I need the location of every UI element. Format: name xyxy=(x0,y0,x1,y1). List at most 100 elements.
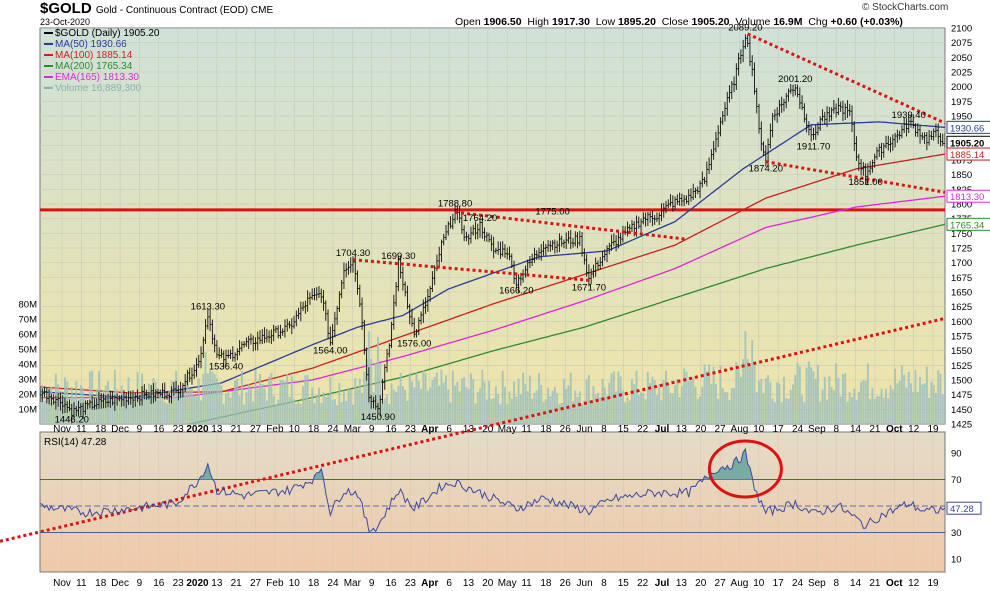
volume-bar xyxy=(433,376,436,424)
volume-bar xyxy=(855,399,858,424)
volume-bar xyxy=(939,373,942,424)
x-tick-label: 13 xyxy=(463,578,475,589)
volume-bar xyxy=(880,388,883,424)
volume-bar xyxy=(172,382,175,424)
volume-bar xyxy=(472,379,475,424)
volume-bar xyxy=(574,390,577,424)
volume-bar xyxy=(814,378,817,424)
volume-bar xyxy=(900,365,903,424)
volume-bar xyxy=(168,390,171,424)
x-tick-label: 11 xyxy=(521,578,532,589)
x-tick-label: May xyxy=(498,578,517,589)
y-tick-label: 1550 xyxy=(951,346,972,357)
price-annotation: 1911.70 xyxy=(797,141,831,152)
volume-bar xyxy=(331,400,334,424)
volume-bar xyxy=(318,387,320,424)
x-tick-label: Jul xyxy=(655,578,670,589)
volume-bar xyxy=(483,381,486,424)
volume-bar xyxy=(578,391,581,424)
volume-bar xyxy=(132,392,134,424)
y-tick-label: 1875 xyxy=(951,156,972,167)
rsi-panel xyxy=(39,431,946,573)
x-tick-label: Dec xyxy=(111,578,129,589)
volume-bar xyxy=(256,388,259,424)
volume-bar xyxy=(869,398,872,424)
price-annotation: 1764.20 xyxy=(463,213,497,224)
volume-bar xyxy=(914,370,917,424)
volume-bar xyxy=(796,362,799,424)
volume-bar xyxy=(569,372,572,424)
volume-bar xyxy=(925,366,928,424)
legend-text: Volume 16,889,300 xyxy=(55,83,142,94)
x-tick-label: 9 xyxy=(137,424,143,435)
y-tick-label: 1500 xyxy=(951,376,972,387)
volume-bar xyxy=(299,404,302,424)
x-tick-label: 8 xyxy=(833,424,839,435)
volume-bar xyxy=(624,402,627,424)
volume-bar xyxy=(626,397,629,424)
volume-bar xyxy=(234,380,237,424)
volume-bar xyxy=(805,367,808,424)
legend-swatch xyxy=(44,32,53,35)
volume-bar xyxy=(828,376,831,424)
price-annotation: 1671.70 xyxy=(572,282,606,293)
volume-bar xyxy=(807,361,810,424)
volume-bar xyxy=(760,378,763,424)
volume-bar xyxy=(637,395,640,424)
legend-ema165: EMA(165) 1813.30 xyxy=(44,72,160,83)
value-tag xyxy=(946,217,990,231)
volume-bar xyxy=(426,390,429,424)
volume-bar xyxy=(780,402,783,424)
volume-bar xyxy=(737,368,740,424)
volume-bar xyxy=(342,390,345,424)
volume-bar xyxy=(785,398,788,424)
volume-bar xyxy=(660,400,663,424)
volume-bar xyxy=(179,389,182,424)
volume-bar xyxy=(651,376,654,424)
volume-bar xyxy=(778,383,781,424)
volume-bar xyxy=(504,386,506,424)
volume-bar xyxy=(293,399,295,424)
volume-bar xyxy=(270,373,273,424)
volume-bar xyxy=(669,393,672,424)
volume-bar xyxy=(417,380,420,424)
x-tick-label: 20 xyxy=(695,578,707,589)
volume-bar xyxy=(646,372,649,424)
volume-bar xyxy=(302,385,305,424)
low-value: 1895.20 xyxy=(617,16,656,28)
volume-bar xyxy=(733,388,736,424)
volume-bar xyxy=(286,374,289,424)
volume-bar xyxy=(655,395,658,424)
price-annotation: 1450.90 xyxy=(361,412,395,423)
volume-bar xyxy=(896,383,899,424)
volume-bar xyxy=(506,403,509,424)
legend-price: $GOLD (Daily) 1905.20 xyxy=(44,28,160,39)
x-tick-label: 23 xyxy=(173,424,185,435)
volume-bar xyxy=(873,398,876,424)
rsi-tick-label: 30 xyxy=(951,528,962,539)
volume-bar xyxy=(787,398,790,424)
x-tick-label: 27 xyxy=(715,424,727,435)
volume-bar xyxy=(538,373,540,424)
volume-bar xyxy=(576,397,579,424)
y-tick-label: 1725 xyxy=(951,244,972,255)
price-annotation: 1874.20 xyxy=(749,163,783,174)
x-tick-label: Nov xyxy=(53,424,71,435)
legend-swatch xyxy=(44,54,53,57)
volume-bar xyxy=(841,374,844,424)
volume-bar xyxy=(118,396,121,424)
volume-bar xyxy=(247,384,250,424)
x-tick-label: Apr xyxy=(421,578,438,589)
volume-bar xyxy=(195,396,198,424)
volume-bar xyxy=(712,366,715,424)
volume-bar xyxy=(792,384,794,424)
volume-bar xyxy=(572,401,574,424)
legend-swatch xyxy=(44,43,53,46)
volume-bar xyxy=(587,374,590,424)
volume-bar xyxy=(122,393,125,424)
volume-bar xyxy=(930,381,933,424)
volume-bar xyxy=(934,393,937,424)
value-tag xyxy=(946,120,990,134)
volume-bar xyxy=(150,390,153,424)
y-tick-label: 1750 xyxy=(951,229,972,240)
